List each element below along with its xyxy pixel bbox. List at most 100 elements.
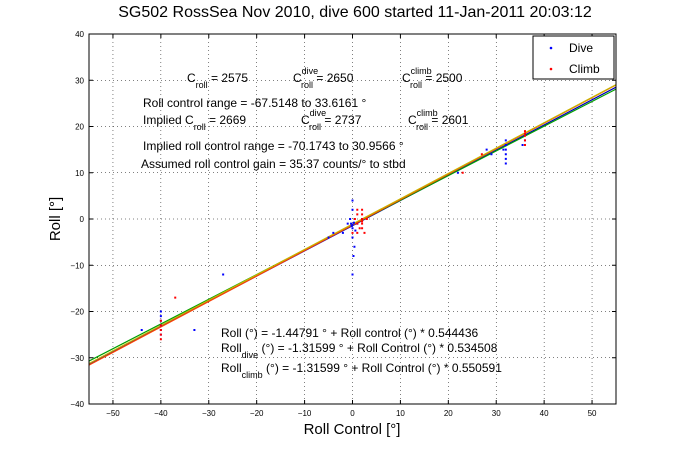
point-climb	[159, 329, 162, 331]
y-tick-label: 30	[75, 76, 84, 85]
point-climb	[356, 231, 359, 234]
legend-marker-dive	[549, 46, 553, 50]
point-climb	[356, 213, 359, 216]
annotation-c-roll: Croll = 2575	[187, 71, 248, 90]
point-dive	[504, 148, 507, 151]
x-tick-label: 10	[396, 409, 405, 418]
point-dive	[351, 223, 354, 226]
point-climb	[174, 296, 177, 299]
point-dive	[346, 222, 349, 225]
point-dive	[485, 148, 488, 151]
point-climb	[361, 222, 364, 225]
annotation-fit-all: Roll (°) = -1.44791 ° + Roll control (°)…	[221, 326, 479, 340]
point-climb	[361, 220, 364, 223]
point-climb	[159, 324, 162, 327]
y-tick-label: −10	[70, 261, 84, 270]
point-dive	[159, 310, 162, 313]
y-axis-ticks: −40 −30 −20 −10 0 10 20 30 40	[70, 30, 616, 409]
point-dive	[222, 273, 225, 276]
point-dive	[353, 245, 356, 248]
point-climb	[523, 139, 526, 142]
point-climb	[480, 153, 483, 156]
point-dive	[504, 157, 507, 160]
point-dive	[159, 315, 162, 318]
y-tick-label: 20	[75, 123, 84, 132]
point-dive	[504, 153, 507, 156]
point-dive	[352, 255, 355, 257]
point-dive	[352, 221, 355, 224]
annotation-c-dive: Cdive roll = 2650	[293, 66, 354, 90]
point-climb	[361, 218, 364, 220]
point-climb	[361, 227, 364, 230]
annotation-fit-dive: Rolldive (°) = -1.31599 ° + Roll Control…	[221, 341, 498, 360]
point-dive	[351, 199, 354, 202]
point-dive	[341, 231, 344, 234]
point-climb	[523, 134, 526, 137]
point-dive	[351, 227, 354, 230]
x-tick-label: −20	[250, 409, 264, 418]
annotation-implied-range: Implied roll control range = -70.1743 to…	[143, 139, 404, 153]
point-dive	[327, 236, 330, 239]
x-tick-label: −30	[202, 409, 216, 418]
point-dive	[350, 224, 353, 227]
point-climb	[356, 222, 359, 225]
legend-box	[532, 35, 615, 80]
point-dive	[490, 153, 493, 156]
point-dive	[504, 139, 507, 142]
point-climb	[353, 218, 356, 220]
point-dive	[504, 162, 507, 165]
point-climb	[523, 144, 526, 146]
x-tick-label: −50	[106, 409, 120, 418]
x-tick-label: 0	[350, 409, 355, 418]
point-climb	[361, 208, 364, 211]
grid	[89, 33, 616, 405]
annotation-implied-c-roll: Implied Croll = 2669	[143, 113, 246, 132]
point-dive	[521, 144, 524, 146]
point-climb	[523, 130, 526, 133]
y-tick-label: 0	[80, 215, 85, 224]
chart-title: SG502 RossSea Nov 2010, dive 600 started…	[118, 4, 592, 21]
point-climb	[523, 132, 526, 135]
annotation-implied-c-dive: Cdive roll = 2737	[301, 108, 362, 132]
point-climb	[159, 333, 162, 336]
x-tick-label: −40	[154, 409, 168, 418]
point-dive	[332, 231, 335, 234]
x-tick-label: 20	[444, 409, 453, 418]
legend: Dive Climb	[532, 35, 615, 80]
x-tick-label: 50	[588, 409, 597, 418]
y-tick-label: −30	[70, 354, 84, 363]
point-dive	[351, 236, 354, 239]
point-dive	[351, 273, 354, 276]
point-climb	[159, 319, 162, 322]
point-dive	[140, 329, 143, 331]
y-tick-label: 10	[75, 169, 84, 178]
point-dive	[193, 329, 196, 331]
x-tick-label: 40	[540, 409, 549, 418]
x-tick-label: 30	[492, 409, 501, 418]
annotation-implied-c-climb: Cclimb roll = 2601	[408, 108, 469, 132]
legend-label-climb: Climb	[569, 62, 600, 76]
data-points	[140, 130, 526, 341]
point-climb	[159, 338, 162, 341]
point-dive	[504, 144, 507, 146]
point-climb	[365, 218, 368, 220]
point-dive	[351, 208, 354, 211]
point-climb	[461, 171, 464, 174]
legend-label-dive: Dive	[569, 41, 593, 55]
point-dive	[502, 148, 505, 151]
point-climb	[361, 213, 364, 216]
point-dive	[350, 222, 353, 225]
x-axis-ticks: −50 −40 −30 −20 −10 0 10 20 30 40 50	[106, 34, 597, 418]
annotation-c-climb: Cclimb roll = 2500	[402, 66, 463, 90]
annotation-fit-climb: Rollclimb (°) = -1.31599 ° + Roll Contro…	[221, 361, 502, 380]
point-climb	[356, 208, 359, 211]
point-dive	[349, 218, 352, 220]
point-climb	[351, 231, 354, 234]
point-climb	[358, 227, 361, 230]
annotation-gain: Assumed roll control gain = 35.37 counts…	[141, 157, 406, 171]
y-tick-label: 40	[75, 30, 84, 39]
point-dive	[456, 171, 459, 174]
legend-marker-climb	[549, 67, 553, 71]
y-tick-label: −20	[70, 308, 84, 317]
